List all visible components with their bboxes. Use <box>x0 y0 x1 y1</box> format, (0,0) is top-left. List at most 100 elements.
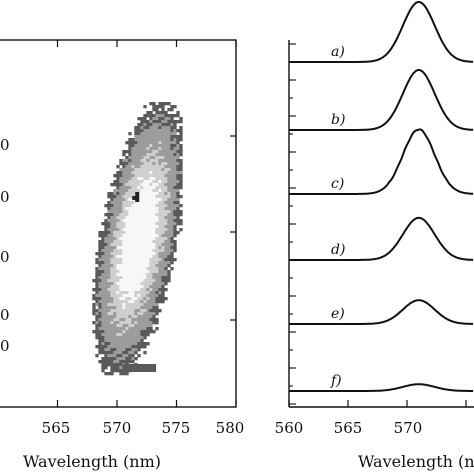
heatmap-cell-outer <box>116 363 120 367</box>
heatmap-cell-core <box>131 222 135 226</box>
heatmap-cell-mid <box>107 282 111 286</box>
heatmap-cell-inner <box>161 204 165 208</box>
heatmap-cell-inner <box>116 279 120 283</box>
heatmap-cell-mid <box>158 273 162 277</box>
heatmap-cell-mid <box>158 276 162 280</box>
heatmap-cell-outer <box>116 186 120 190</box>
heatmap-cell-outer <box>113 348 117 352</box>
heatmap-cell-inner <box>164 237 168 241</box>
heatmap-cell-mid <box>173 168 177 172</box>
heatmap-cell-mid <box>164 270 168 274</box>
heatmap-cell-inner <box>134 177 138 181</box>
heatmap-cell-mid <box>143 306 147 310</box>
heatmap-cell-outer <box>179 228 183 232</box>
left-y-tick-fragment-0: 0 <box>0 136 10 154</box>
heatmap-cell-outer <box>176 165 180 169</box>
heatmap-cell-core <box>140 246 144 250</box>
heatmap-cell-inner <box>155 267 159 271</box>
heatmap-cell-mid <box>167 129 171 133</box>
heatmap-cell-outer <box>155 306 159 310</box>
heatmap-cell-mid <box>167 213 171 217</box>
heatmap-cell-inner <box>116 216 120 220</box>
heatmap-cell-mid <box>98 300 102 304</box>
heatmap-cell-inner <box>107 288 111 292</box>
heatmap-cell-core <box>146 180 150 184</box>
heatmap-cell-outer <box>173 153 177 157</box>
heatmap-cell-outer <box>95 327 99 331</box>
heatmap-cell-outer <box>149 309 153 313</box>
heatmap-cell-outer <box>155 291 159 295</box>
heatmap-cell-outer <box>113 363 117 367</box>
heatmap-cell-mid <box>137 327 141 331</box>
heatmap-cell-outer <box>92 288 96 292</box>
heatmap-cell-outer <box>137 126 141 130</box>
heatmap-cell-core <box>128 246 132 250</box>
heatmap-cell-core <box>134 282 138 286</box>
heatmap-cell-mid <box>113 342 117 346</box>
heatmap-cell-inner <box>137 303 141 307</box>
heatmap-cell-inner <box>158 201 162 205</box>
heatmap-cell-outer <box>131 141 135 145</box>
heatmap-cell-inner <box>131 201 135 205</box>
heatmap-cell-mid <box>104 291 108 295</box>
heatmap-cell-outer <box>173 135 177 139</box>
heatmap-cell-mid <box>137 315 141 319</box>
heatmap-cell-outer <box>179 165 183 169</box>
heatmap-cell-core <box>128 276 132 280</box>
heatmap-cell-core <box>131 282 135 286</box>
heatmap-cell-core <box>125 246 129 250</box>
heatmap-cell-inner <box>140 291 144 295</box>
heatmap-cell-mid <box>119 201 123 205</box>
heatmap-cell-mid <box>170 174 174 178</box>
heatmap-cell-inner <box>119 222 123 226</box>
heatmap-cell-inner <box>161 207 165 211</box>
heatmap-cell-mid <box>104 249 108 253</box>
heatmap-cell-core <box>119 237 123 241</box>
spectrum-line-a <box>289 0 474 63</box>
heatmap-cell-inner <box>116 309 120 313</box>
heatmap-cell-outer <box>161 291 165 295</box>
heatmap-cell-inner <box>146 165 150 169</box>
heatmap-cell-outer <box>158 105 162 109</box>
left-x-tick-label-2: 570 <box>103 419 132 437</box>
heatmap-cell-mid <box>167 246 171 250</box>
heatmap-cell-outer <box>170 120 174 124</box>
heatmap-cell-outer <box>92 297 96 301</box>
heatmap-cell-mid <box>143 150 147 154</box>
heatmap-cell-mid <box>152 294 156 298</box>
heatmap-cell-outer <box>149 330 153 334</box>
heatmap-cell-mid <box>173 177 177 181</box>
heatmap-cell-outer <box>146 126 150 130</box>
heatmap-cell-outer <box>167 276 171 280</box>
heatmap-cell-inner <box>143 177 147 181</box>
heatmap-cell-core <box>125 225 129 229</box>
heatmap-cell-inner <box>155 237 159 241</box>
heatmap-cell-outer <box>101 246 105 250</box>
heatmap-cell-core <box>152 198 156 202</box>
heatmap-cell-mid <box>143 324 147 328</box>
heatmap-cell-core <box>128 249 132 253</box>
heatmap-cell-outer <box>110 372 114 376</box>
heatmap-cell-mid <box>113 189 117 193</box>
heatmap-cell-mid <box>161 147 165 151</box>
heatmap-cell-mid <box>98 267 102 271</box>
heatmap-cell-mid <box>161 264 165 268</box>
heatmap-cell-inner <box>113 240 117 244</box>
heatmap-cell-inner <box>146 276 150 280</box>
heatmap-cell-outer <box>113 366 117 370</box>
heatmap-cell-outer <box>140 339 144 343</box>
heatmap-cell-mid <box>107 210 111 214</box>
heatmap-cell-mid <box>125 345 129 349</box>
heatmap-cell-mid <box>101 288 105 292</box>
heatmap-cell-inner <box>116 252 120 256</box>
heatmap-cell-inner <box>146 147 150 151</box>
heatmap-cell-core <box>125 285 129 289</box>
heatmap-cell-core <box>143 186 147 190</box>
heatmap-cell-mid <box>176 189 180 193</box>
heatmap-cell-outer <box>107 201 111 205</box>
heatmap-cell-outer <box>179 153 183 157</box>
heatmap-cell-inner <box>164 189 168 193</box>
heatmap-cell-mid <box>146 321 150 325</box>
heatmap-cell-core <box>155 207 159 211</box>
heatmap-cell-mid <box>167 171 171 175</box>
